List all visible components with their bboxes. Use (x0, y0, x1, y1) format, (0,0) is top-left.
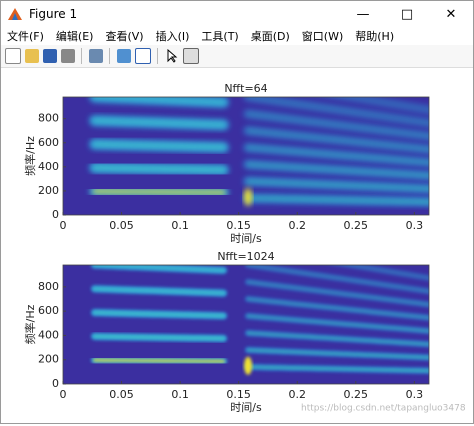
open-button[interactable] (25, 49, 39, 63)
menu-bar: 文件(F) 编辑(E) 查看(V) 插入(I) 工具(T) 桌面(D) 窗口(W) 帮助(H) (1, 27, 473, 45)
harmonic-band (246, 97, 429, 125)
y-tick-label: 800 (38, 112, 59, 125)
save-button[interactable] (43, 49, 57, 63)
menu-item[interactable]: 文件(F) (7, 30, 44, 43)
harmonic-band (246, 128, 429, 152)
y-tick-label: 200 (38, 184, 59, 197)
harmonic-band (246, 331, 429, 346)
x-axis-label: 时间/s (230, 401, 262, 414)
harmonic-band (343, 265, 429, 280)
x-tick-label: 0.05 (109, 219, 134, 232)
x-tick-label: 0.15 (226, 388, 251, 401)
harmonic-band (93, 287, 225, 295)
harmonic-band (93, 358, 225, 363)
legend-button[interactable] (135, 48, 151, 64)
harmonic-band (93, 335, 225, 340)
harmonic-band (246, 196, 429, 204)
harmonic-band (92, 189, 226, 195)
harmonic-band (246, 314, 429, 333)
harmonic-band (93, 311, 225, 318)
axes-title: Nfft=1024 (217, 250, 274, 263)
toolbar (1, 45, 473, 68)
x-tick-label: 0.2 (288, 388, 306, 401)
menu-item[interactable]: 插入(I) (155, 30, 190, 43)
menu-item[interactable]: 编辑(E) (55, 30, 94, 43)
spectrogram (63, 97, 429, 215)
new-button[interactable] (5, 48, 21, 64)
harmonic-band (339, 97, 429, 112)
y-tick-label: 400 (38, 328, 59, 341)
harmonic-band (92, 97, 226, 105)
x-tick-label: 0.25 (344, 219, 369, 232)
pointer-button[interactable] (165, 49, 179, 63)
colorbar-button[interactable] (117, 49, 131, 63)
x-tick-label: 0.15 (226, 219, 251, 232)
harmonic-band (92, 165, 226, 172)
onset-blob (244, 356, 253, 375)
x-tick-label: 0.3 (406, 388, 424, 401)
menu-item[interactable]: 窗口(W) (301, 30, 344, 43)
window-title: Figure 1 (29, 7, 78, 21)
x-tick-label: 0.2 (288, 219, 306, 232)
harmonic-band (246, 112, 429, 139)
y-axis-label: 频率/Hz (23, 304, 37, 344)
menu-item[interactable]: 工具(T) (201, 30, 239, 43)
link-button[interactable] (89, 49, 103, 63)
print-button[interactable] (61, 49, 75, 63)
watermark: https://blog.csdn.net/tapangluo3478 (301, 404, 466, 414)
maximize-button[interactable]: □ (400, 6, 414, 22)
onset-blob (244, 187, 253, 206)
x-tick-label: 0.3 (406, 219, 424, 232)
axes-box (62, 264, 430, 385)
separator (81, 48, 82, 64)
x-tick-label: 0 (60, 388, 67, 401)
y-tick-label: 200 (38, 353, 59, 366)
y-axis-label: 频率/Hz (23, 136, 37, 176)
harmonic-band (246, 365, 429, 372)
separator (109, 48, 110, 64)
plot-area: https://blog.csdn.net/tapangluo3478 0 0.0… (23, 82, 466, 414)
harmonic-band (246, 297, 429, 319)
app-icon (8, 8, 22, 20)
menu-item[interactable]: 查看(V) (105, 30, 144, 43)
close-button[interactable]: ✕ (445, 6, 457, 22)
y-tick-label: 600 (38, 136, 59, 149)
harmonic-band (246, 348, 429, 359)
menu-item[interactable]: 帮助(H) (355, 30, 395, 43)
spectrogram (63, 265, 429, 384)
property-button[interactable] (183, 48, 199, 64)
y-tick-label: 800 (38, 280, 59, 293)
y-tick-label: 600 (38, 304, 59, 317)
harmonic-band (92, 118, 226, 127)
harmonic-band (246, 179, 429, 191)
minimize-button[interactable]: — (356, 6, 370, 22)
y-tick-label: 0 (52, 377, 59, 390)
y-tick-label: 0 (52, 208, 59, 221)
x-tick-label: 0.1 (171, 388, 189, 401)
menu-item[interactable]: 桌面(D) (250, 30, 290, 43)
harmonic-band (246, 280, 429, 306)
x-tick-label: 0 (60, 219, 67, 232)
harmonic-band (246, 162, 429, 178)
x-axis-label: 时间/s (230, 232, 262, 245)
harmonic-band (246, 145, 429, 165)
harmonic-band (93, 265, 225, 272)
axes-box (62, 96, 430, 216)
x-tick-label: 0.1 (171, 219, 189, 232)
y-tick-label: 400 (38, 160, 59, 173)
axes-title: Nfft=64 (224, 82, 267, 95)
separator (157, 48, 158, 64)
harmonic-band (92, 142, 226, 150)
x-tick-label: 0.05 (109, 388, 134, 401)
harmonic-band (246, 265, 429, 293)
title-bar: Figure 1 — □ ✕ (1, 1, 473, 27)
x-tick-label: 0.25 (344, 388, 369, 401)
